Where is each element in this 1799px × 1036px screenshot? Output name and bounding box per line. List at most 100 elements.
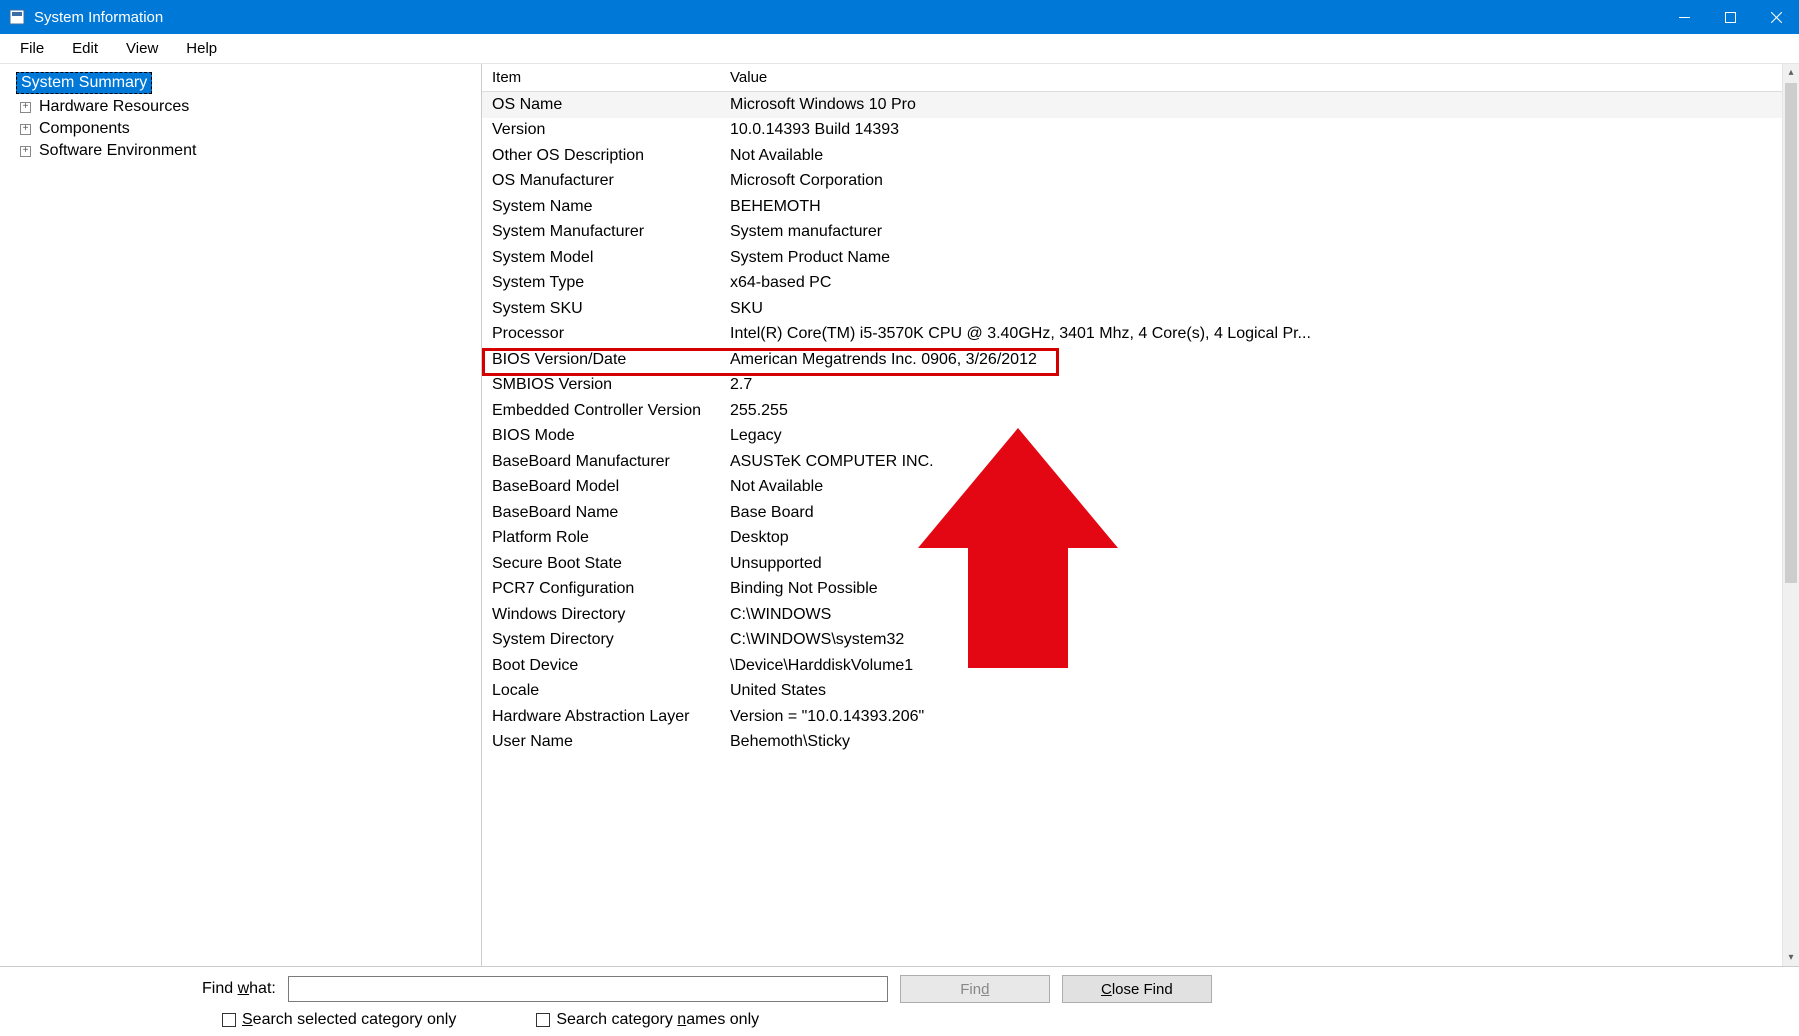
row-value: System Product Name — [726, 249, 1799, 267]
row-value: Not Available — [726, 478, 1799, 496]
row-item-label: BaseBoard Manufacturer — [482, 453, 726, 471]
row-item-label: System Manufacturer — [482, 223, 726, 241]
tree-expander-icon[interactable]: + — [20, 146, 31, 157]
row-value: System manufacturer — [726, 223, 1799, 241]
row-item-label: BIOS Mode — [482, 427, 726, 445]
table-row[interactable]: BIOS Version/DateAmerican Megatrends Inc… — [482, 347, 1799, 373]
window-title: System Information — [34, 9, 163, 26]
find-button[interactable]: Find — [900, 975, 1050, 1003]
row-item-label: Windows Directory — [482, 606, 726, 624]
row-value: Version = "10.0.14393.206" — [726, 708, 1799, 726]
row-value: Unsupported — [726, 555, 1799, 573]
column-header-item[interactable]: Item — [482, 69, 726, 86]
tree-expander-icon[interactable]: + — [20, 124, 31, 135]
window-controls — [1661, 0, 1799, 34]
row-value: United States — [726, 682, 1799, 700]
minimize-button[interactable] — [1661, 0, 1707, 34]
row-item-label: System SKU — [482, 300, 726, 318]
row-item-label: Locale — [482, 682, 726, 700]
table-row[interactable]: OS ManufacturerMicrosoft Corporation — [482, 169, 1799, 195]
search-category-names-checkbox[interactable]: Search category names only — [536, 1011, 759, 1029]
row-item-label: Version — [482, 121, 726, 139]
row-value: x64-based PC — [726, 274, 1799, 292]
row-value: SKU — [726, 300, 1799, 318]
app-icon — [8, 8, 26, 26]
table-row[interactable]: LocaleUnited States — [482, 679, 1799, 705]
search-selected-category-checkbox[interactable]: Search selected category only — [222, 1011, 456, 1029]
table-row[interactable]: Platform RoleDesktop — [482, 526, 1799, 552]
table-row[interactable]: BaseBoard ManufacturerASUSTeK COMPUTER I… — [482, 449, 1799, 475]
table-row[interactable]: PCR7 ConfigurationBinding Not Possible — [482, 577, 1799, 603]
maximize-button[interactable] — [1707, 0, 1753, 34]
row-value: 10.0.14393 Build 14393 — [726, 121, 1799, 139]
menu-edit[interactable]: Edit — [58, 36, 112, 61]
tree-root-system-summary[interactable]: System Summary — [16, 72, 152, 94]
tree-item[interactable]: + Components — [4, 118, 477, 140]
table-row[interactable]: Version10.0.14393 Build 14393 — [482, 118, 1799, 144]
table-row[interactable]: System ManufacturerSystem manufacturer — [482, 220, 1799, 246]
row-value: Binding Not Possible — [726, 580, 1799, 598]
search-bar: Find what: Find Close Find Search select… — [0, 966, 1799, 1036]
close-button[interactable] — [1753, 0, 1799, 34]
row-item-label: OS Manufacturer — [482, 172, 726, 190]
scroll-down-arrow[interactable]: ▾ — [1783, 949, 1799, 966]
menu-view[interactable]: View — [112, 36, 172, 61]
checkbox-icon — [536, 1013, 550, 1027]
row-item-label: Embedded Controller Version — [482, 402, 726, 420]
table-row[interactable]: BIOS ModeLegacy — [482, 424, 1799, 450]
table-row[interactable]: Hardware Abstraction LayerVersion = "10.… — [482, 704, 1799, 730]
find-what-label: Find what: — [12, 980, 276, 998]
row-item-label: System Name — [482, 198, 726, 216]
row-value: \Device\HarddiskVolume1 — [726, 657, 1799, 675]
table-row[interactable]: Boot Device\Device\HarddiskVolume1 — [482, 653, 1799, 679]
row-value: American Megatrends Inc. 0906, 3/26/2012 — [726, 351, 1799, 369]
table-row[interactable]: Other OS DescriptionNot Available — [482, 143, 1799, 169]
row-value: BEHEMOTH — [726, 198, 1799, 216]
scroll-thumb[interactable] — [1785, 83, 1797, 583]
row-item-label: OS Name — [482, 96, 726, 114]
menu-file[interactable]: File — [6, 36, 58, 61]
row-item-label: PCR7 Configuration — [482, 580, 726, 598]
row-item-label: Hardware Abstraction Layer — [482, 708, 726, 726]
table-row[interactable]: BaseBoard ModelNot Available — [482, 475, 1799, 501]
table-row[interactable]: ProcessorIntel(R) Core(TM) i5-3570K CPU … — [482, 322, 1799, 348]
table-row[interactable]: User NameBehemoth\Sticky — [482, 730, 1799, 756]
table-row[interactable]: Secure Boot StateUnsupported — [482, 551, 1799, 577]
row-item-label: Secure Boot State — [482, 555, 726, 573]
row-value: Microsoft Corporation — [726, 172, 1799, 190]
vertical-scrollbar[interactable]: ▴ ▾ — [1782, 64, 1799, 966]
close-find-button[interactable]: Close Find — [1062, 975, 1212, 1003]
table-row[interactable]: OS NameMicrosoft Windows 10 Pro — [482, 92, 1799, 118]
menu-help[interactable]: Help — [172, 36, 231, 61]
row-value: Base Board — [726, 504, 1799, 522]
tree-item[interactable]: + Software Environment — [4, 140, 477, 162]
table-row[interactable]: System NameBEHEMOTH — [482, 194, 1799, 220]
table-row[interactable]: Embedded Controller Version255.255 — [482, 398, 1799, 424]
tree-item-label: Components — [39, 120, 130, 138]
column-header-value[interactable]: Value — [726, 69, 1799, 86]
table-row[interactable]: System SKUSKU — [482, 296, 1799, 322]
tree-item-label: Software Environment — [39, 142, 196, 160]
row-value: ASUSTeK COMPUTER INC. — [726, 453, 1799, 471]
table-row[interactable]: Windows DirectoryC:\WINDOWS — [482, 602, 1799, 628]
details-pane: Item Value OS NameMicrosoft Windows 10 P… — [482, 64, 1799, 966]
row-item-label: Platform Role — [482, 529, 726, 547]
row-value: Not Available — [726, 147, 1799, 165]
scroll-up-arrow[interactable]: ▴ — [1783, 64, 1799, 81]
table-row[interactable]: System Typex64-based PC — [482, 271, 1799, 297]
table-row[interactable]: System ModelSystem Product Name — [482, 245, 1799, 271]
row-item-label: SMBIOS Version — [482, 376, 726, 394]
row-value: Desktop — [726, 529, 1799, 547]
table-row[interactable]: System DirectoryC:\WINDOWS\system32 — [482, 628, 1799, 654]
row-value: 2.7 — [726, 376, 1799, 394]
row-item-label: System Type — [482, 274, 726, 292]
tree-expander-icon[interactable]: + — [20, 102, 31, 113]
row-item-label: Boot Device — [482, 657, 726, 675]
table-row[interactable]: SMBIOS Version2.7 — [482, 373, 1799, 399]
checkbox-icon — [222, 1013, 236, 1027]
tree-item[interactable]: +Hardware Resources — [4, 96, 477, 118]
table-row[interactable]: BaseBoard NameBase Board — [482, 500, 1799, 526]
row-item-label: System Model — [482, 249, 726, 267]
find-what-input[interactable] — [288, 976, 888, 1002]
row-item-label: Processor — [482, 325, 726, 343]
